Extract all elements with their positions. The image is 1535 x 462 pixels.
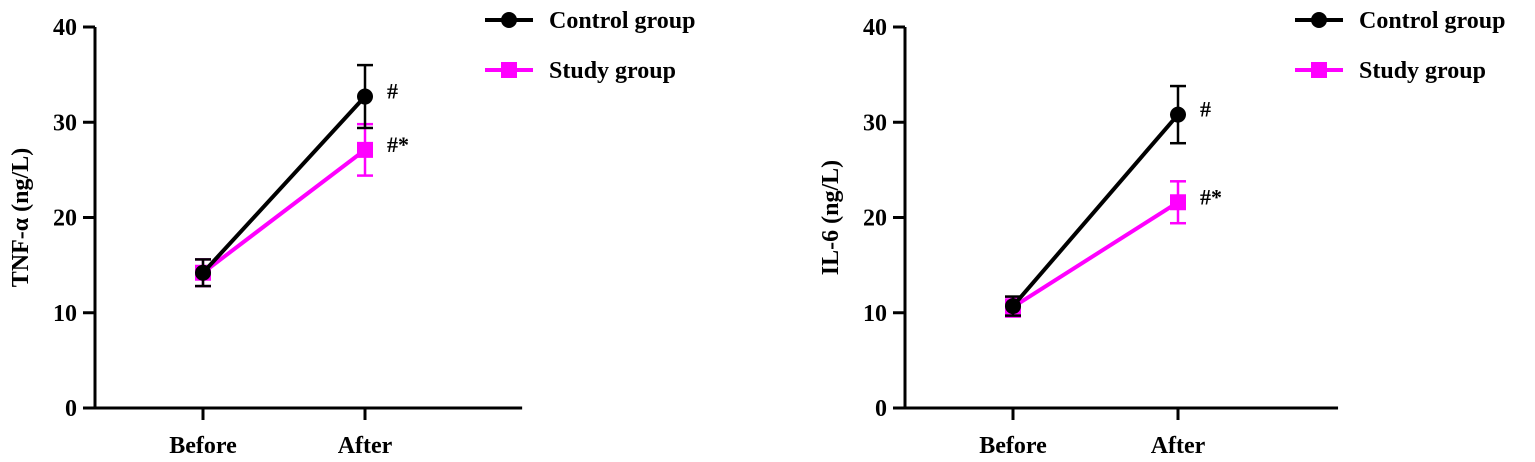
legend-marker bbox=[501, 62, 517, 78]
data-point bbox=[1170, 106, 1186, 123]
series-line bbox=[201, 95, 367, 275]
legend-item: Study group bbox=[485, 58, 676, 84]
legend-label: Control group bbox=[549, 8, 695, 34]
legend-item: Control group bbox=[485, 8, 695, 34]
y-tick-label: 0 bbox=[875, 396, 887, 422]
y-tick-label: 40 bbox=[863, 15, 887, 41]
series-line bbox=[1011, 113, 1180, 308]
y-tick-label: 20 bbox=[863, 206, 887, 232]
significance-annotation: #* bbox=[1200, 184, 1222, 209]
legend-item: Control group bbox=[1295, 8, 1505, 34]
legend-marker bbox=[1311, 12, 1327, 28]
series-control-group bbox=[1005, 84, 1186, 317]
y-tick-label: 30 bbox=[53, 110, 77, 136]
y-tick-label: 30 bbox=[863, 110, 887, 136]
series-line bbox=[201, 148, 367, 275]
series-line bbox=[1011, 200, 1180, 309]
legend-label: Control group bbox=[1359, 8, 1505, 34]
y-tick-label: 20 bbox=[53, 206, 77, 232]
y-tick-label: 10 bbox=[53, 301, 77, 327]
y-tick-label: 10 bbox=[863, 301, 887, 327]
significance-annotation: # bbox=[387, 79, 398, 104]
data-point bbox=[1170, 194, 1186, 211]
legend-item: Study group bbox=[1295, 58, 1486, 84]
legend-marker bbox=[1311, 62, 1327, 78]
y-tick-label: 0 bbox=[65, 396, 77, 422]
significance-annotation: # bbox=[1200, 97, 1211, 122]
legend-label: Study group bbox=[549, 58, 676, 84]
chart-panel-2: 0 10 20 30 40 Before After IL-6 (ng/L) # #* Contro… bbox=[818, 8, 1505, 459]
legend-label: Study group bbox=[1359, 58, 1486, 84]
x-tick-label: After bbox=[1151, 433, 1206, 459]
chart-panel-1: 0 10 20 30 40 Before After TNF-α (ng/L) # #* Contr… bbox=[8, 8, 695, 459]
data-point bbox=[357, 141, 373, 158]
y-axis-label: IL-6 (ng/L) bbox=[818, 160, 844, 275]
legend-marker bbox=[501, 12, 517, 28]
data-point bbox=[357, 88, 373, 105]
series-control-group bbox=[195, 63, 373, 288]
series-study-group bbox=[195, 122, 373, 288]
x-tick-label: After bbox=[338, 433, 393, 459]
y-tick-label: 40 bbox=[53, 15, 77, 41]
x-tick-label: Before bbox=[169, 433, 237, 459]
y-axis-label: TNF-α (ng/L) bbox=[8, 148, 34, 287]
data-point bbox=[1005, 298, 1021, 315]
series-study-group bbox=[1005, 180, 1186, 318]
significance-annotation: #* bbox=[387, 132, 409, 157]
data-point bbox=[195, 264, 211, 281]
x-tick-label: Before bbox=[979, 433, 1047, 459]
